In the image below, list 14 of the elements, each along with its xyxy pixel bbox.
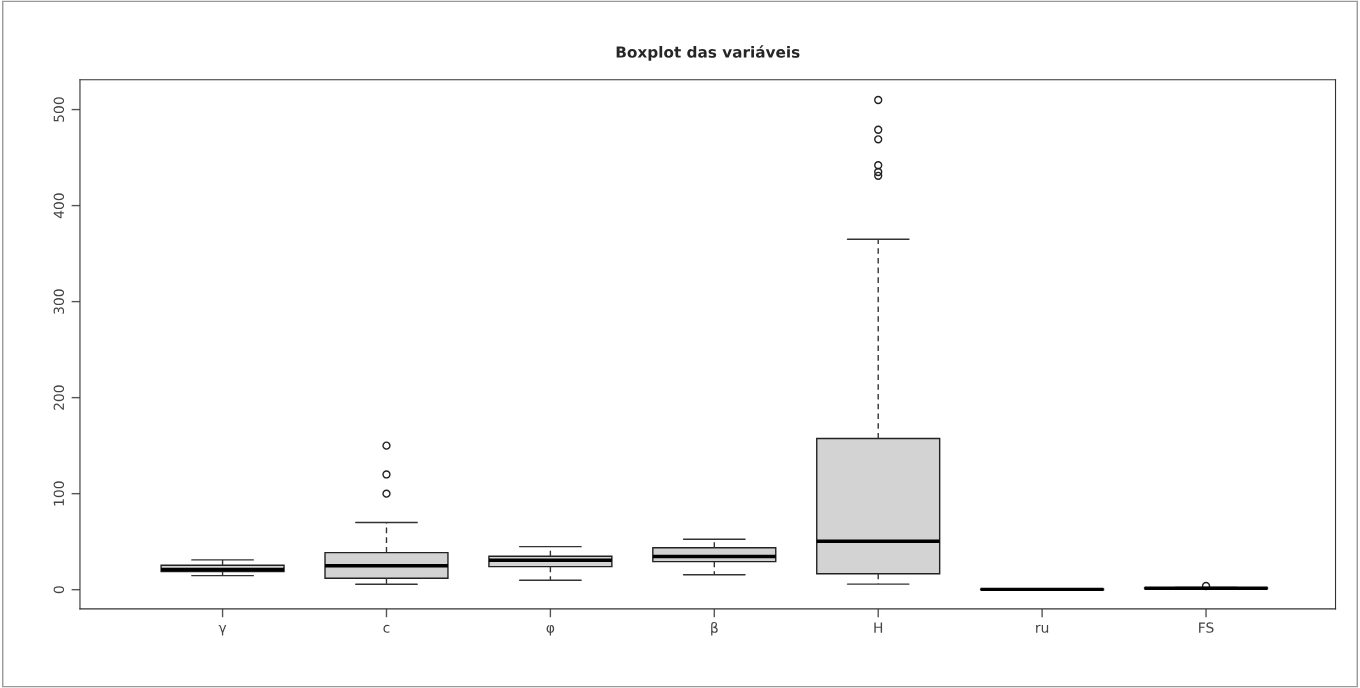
y-tick-label: 200 [53, 385, 65, 410]
x-tick-label: β [711, 622, 718, 636]
x-tick-label: FS [1199, 622, 1214, 633]
x-tick-label: φ [546, 624, 555, 636]
y-tick-label: 400 [53, 193, 65, 219]
x-tick-label: ru [1036, 624, 1049, 633]
x-tick-label: H [874, 622, 883, 633]
x-tick-label: γ [218, 625, 227, 636]
y-tick-label: 100 [53, 481, 65, 506]
y-tick-label: 500 [53, 97, 65, 122]
y-tick-label: 0 [53, 586, 65, 594]
x-tick-label: c [383, 624, 390, 633]
chart-title: Boxplot das variáveis [616, 45, 800, 61]
y-tick-label: 300 [53, 289, 65, 314]
